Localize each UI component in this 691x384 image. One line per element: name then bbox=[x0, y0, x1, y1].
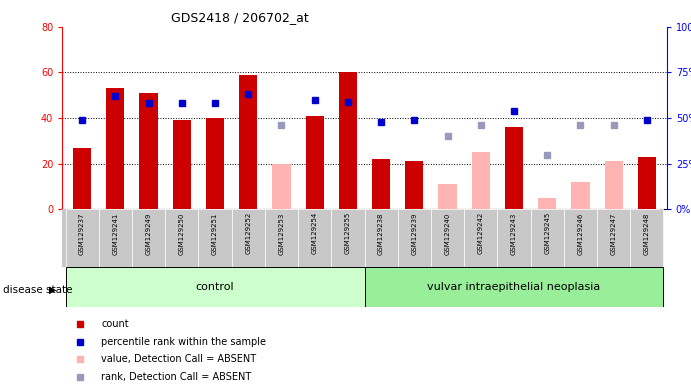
Bar bbox=[239, 75, 257, 209]
Text: GSM129252: GSM129252 bbox=[245, 212, 252, 255]
Text: GSM129238: GSM129238 bbox=[378, 212, 384, 255]
Bar bbox=[198, 209, 231, 267]
Text: GSM129237: GSM129237 bbox=[79, 212, 85, 255]
Bar bbox=[597, 209, 630, 267]
Text: GSM129241: GSM129241 bbox=[113, 212, 118, 255]
Bar bbox=[331, 209, 364, 267]
Bar bbox=[140, 93, 158, 209]
Bar bbox=[498, 209, 531, 267]
Bar bbox=[73, 148, 91, 209]
Text: ▶: ▶ bbox=[49, 285, 57, 295]
Text: GSM129251: GSM129251 bbox=[212, 212, 218, 255]
Text: GSM129249: GSM129249 bbox=[146, 212, 151, 255]
Bar bbox=[132, 209, 165, 267]
Text: GSM129250: GSM129250 bbox=[179, 212, 184, 255]
Bar bbox=[431, 209, 464, 267]
Bar bbox=[265, 209, 298, 267]
Bar bbox=[630, 209, 663, 267]
Text: GSM129254: GSM129254 bbox=[312, 212, 318, 255]
Bar bbox=[472, 152, 490, 209]
Bar bbox=[364, 267, 663, 307]
Bar bbox=[405, 161, 424, 209]
Bar bbox=[272, 164, 291, 209]
Text: count: count bbox=[102, 319, 129, 329]
Text: percentile rank within the sample: percentile rank within the sample bbox=[102, 337, 267, 347]
Bar bbox=[66, 267, 364, 307]
Text: value, Detection Call = ABSENT: value, Detection Call = ABSENT bbox=[102, 354, 256, 364]
Text: GSM129242: GSM129242 bbox=[477, 212, 484, 255]
Text: control: control bbox=[196, 282, 234, 292]
Bar bbox=[438, 184, 457, 209]
Text: GSM129253: GSM129253 bbox=[278, 212, 285, 255]
Text: GSM129240: GSM129240 bbox=[444, 212, 451, 255]
Bar bbox=[305, 116, 324, 209]
Bar bbox=[231, 209, 265, 267]
Text: GSM129245: GSM129245 bbox=[545, 212, 550, 255]
Bar bbox=[564, 209, 597, 267]
Text: disease state: disease state bbox=[3, 285, 73, 295]
Bar bbox=[571, 182, 589, 209]
Bar bbox=[66, 209, 99, 267]
Bar bbox=[364, 209, 398, 267]
Bar bbox=[165, 209, 198, 267]
Bar bbox=[464, 209, 498, 267]
Bar bbox=[505, 127, 523, 209]
Bar bbox=[298, 209, 331, 267]
Text: GSM129255: GSM129255 bbox=[345, 212, 351, 255]
Text: GSM129246: GSM129246 bbox=[578, 212, 583, 255]
Text: GSM129248: GSM129248 bbox=[644, 212, 650, 255]
Text: GDS2418 / 206702_at: GDS2418 / 206702_at bbox=[171, 11, 309, 24]
Text: GSM129247: GSM129247 bbox=[611, 212, 616, 255]
Bar bbox=[538, 198, 556, 209]
Bar bbox=[173, 120, 191, 209]
Bar bbox=[531, 209, 564, 267]
Bar bbox=[99, 209, 132, 267]
Text: rank, Detection Call = ABSENT: rank, Detection Call = ABSENT bbox=[102, 372, 252, 382]
Text: vulvar intraepithelial neoplasia: vulvar intraepithelial neoplasia bbox=[427, 282, 600, 292]
Bar bbox=[106, 88, 124, 209]
Bar bbox=[605, 161, 623, 209]
Bar bbox=[638, 157, 656, 209]
Text: GSM129239: GSM129239 bbox=[411, 212, 417, 255]
Bar bbox=[398, 209, 431, 267]
Bar bbox=[206, 118, 224, 209]
Bar bbox=[372, 159, 390, 209]
Bar bbox=[339, 73, 357, 209]
Text: GSM129243: GSM129243 bbox=[511, 212, 517, 255]
